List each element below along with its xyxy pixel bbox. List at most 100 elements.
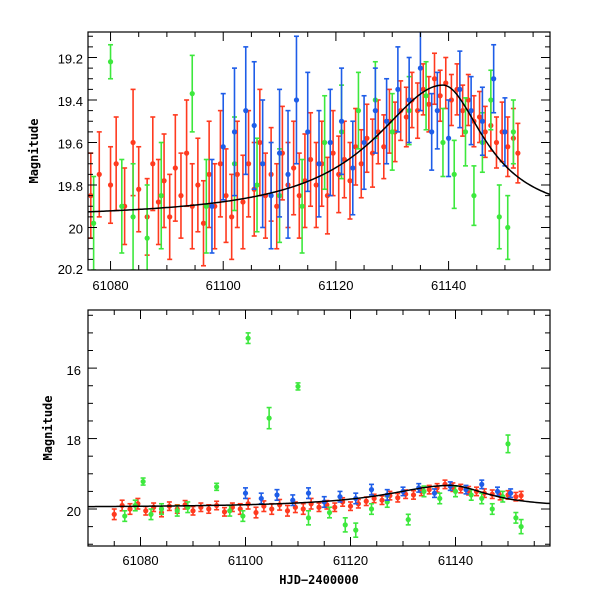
top-y-tick-label: 19.8: [58, 179, 83, 194]
top-point-blue: [384, 77, 390, 165]
top-marker: [291, 165, 297, 171]
top-marker: [223, 193, 229, 199]
bottom-marker: [368, 487, 375, 493]
top-marker: [471, 193, 477, 199]
top-marker: [322, 139, 328, 146]
top-model-curve: [88, 84, 550, 213]
top-marker: [285, 171, 291, 177]
top-marker: [445, 135, 452, 141]
top-marker: [200, 220, 207, 226]
top-point-red: [347, 141, 353, 220]
top-tick-marks: [88, 32, 550, 271]
top-point-blue: [468, 75, 474, 146]
bottom-point-blue: [479, 479, 485, 490]
top-marker: [460, 108, 466, 114]
bottom-marker: [274, 492, 280, 498]
bottom-point-green: [245, 332, 251, 345]
top-point-red: [178, 152, 184, 239]
bottom-panel: 61080 61100 61120 61140 16 18 20 Magnitu…: [41, 309, 551, 587]
top-point-red: [398, 80, 404, 142]
top-point-red: [414, 82, 421, 140]
bottom-point-red: [379, 495, 385, 506]
top-point-red: [313, 141, 319, 229]
top-point-green: [299, 158, 305, 254]
bottom-point-blue: [431, 488, 438, 499]
top-point-red: [172, 114, 178, 222]
bottom-tick-marks: [87, 310, 550, 546]
top-marker: [172, 165, 178, 171]
top-marker: [389, 129, 395, 135]
top-marker: [426, 101, 432, 107]
top-marker: [251, 122, 257, 129]
top-point-red: [245, 109, 252, 218]
bottom-point-green: [405, 513, 411, 526]
bottom-marker: [245, 501, 251, 507]
top-point-red: [136, 145, 142, 233]
top-marker: [217, 161, 224, 167]
top-point-blue: [260, 99, 266, 229]
bottom-marker: [379, 497, 385, 503]
top-marker: [417, 65, 424, 71]
bottom-marker: [305, 490, 312, 496]
top-marker: [437, 93, 443, 99]
bottom-marker: [305, 515, 312, 521]
bottom-marker: [227, 508, 233, 514]
top-point-blue: [285, 109, 291, 239]
top-point-blue: [276, 88, 283, 218]
top-y-axis-title: Magnitude: [27, 118, 41, 183]
bottom-point-blue: [368, 483, 375, 496]
bottom-marker: [468, 492, 474, 498]
bottom-point-blue: [305, 487, 312, 500]
bottom-marker: [148, 511, 154, 517]
top-marker: [305, 129, 311, 135]
top-point-red: [217, 109, 224, 218]
bottom-y-tick-labels: 16 18 20: [67, 363, 81, 519]
top-marker: [364, 135, 370, 141]
bottom-point-green: [368, 502, 375, 516]
top-x-tick-label: 61080: [92, 278, 128, 293]
bottom-point-green: [266, 406, 272, 430]
bottom-point-blue: [400, 486, 406, 497]
top-point-red: [291, 120, 297, 216]
bottom-x-tick-label: 61140: [438, 553, 473, 568]
top-marker: [482, 129, 488, 135]
top-x-tick-label: 61140: [431, 278, 466, 293]
bottom-marker: [119, 502, 125, 509]
top-point-blue: [338, 67, 345, 176]
top-marker: [299, 203, 305, 209]
top-marker: [257, 139, 263, 146]
bottom-point-green: [295, 382, 301, 391]
top-marker: [431, 76, 438, 82]
top-marker: [488, 97, 494, 103]
top-marker: [510, 129, 516, 135]
top-marker: [476, 114, 483, 120]
top-marker: [113, 161, 119, 167]
bottom-marker: [337, 494, 343, 500]
bottom-point-green: [214, 482, 220, 492]
bottom-y-axis-title: Magnitude: [41, 395, 55, 460]
top-plot-frame: [87, 31, 551, 271]
top-marker: [158, 193, 164, 199]
top-marker: [395, 86, 401, 92]
bottom-x-tick-label: 61080: [122, 553, 158, 568]
top-point-red: [274, 162, 280, 250]
top-marker: [130, 139, 136, 146]
top-marker: [372, 108, 378, 114]
bottom-point-red: [166, 501, 172, 512]
top-point-blue: [316, 109, 322, 218]
top-y-tick-label: 20: [69, 222, 83, 237]
top-marker: [183, 150, 190, 156]
top-point-red: [234, 120, 240, 229]
bottom-point-red: [253, 506, 259, 519]
bottom-point-red: [347, 501, 354, 512]
top-data-points: [88, 32, 521, 270]
top-marker: [491, 76, 497, 82]
bottom-point-green: [489, 502, 495, 516]
top-y-tick-labels: 19.2 19.4 19.6 19.8 20 20.2: [58, 52, 83, 278]
top-point-green: [462, 97, 469, 167]
top-point-red: [364, 103, 370, 174]
bottom-marker: [431, 490, 438, 496]
top-marker: [361, 139, 367, 146]
